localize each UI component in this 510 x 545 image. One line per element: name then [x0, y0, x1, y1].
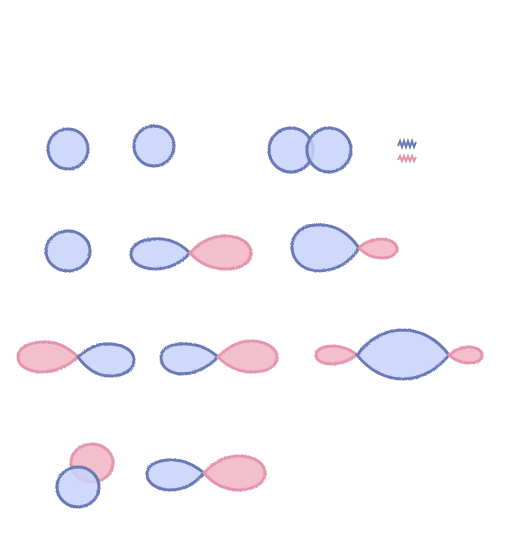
sigma-right-small-lobe	[446, 345, 484, 365]
sigma-central-lobe	[355, 328, 451, 381]
p-reversed-pink-lobe	[16, 340, 81, 374]
p-orbital-blue-lobe	[129, 237, 193, 271]
bonding-s-right	[305, 126, 353, 174]
p-orbital-blue-lobe-3	[145, 458, 207, 492]
phase-legend	[397, 137, 417, 164]
p-orbital-pink-lobe-3	[202, 454, 267, 492]
sigma-left-small-lobe	[314, 344, 360, 366]
p-orbital-pink-lobe	[187, 234, 253, 271]
row-3	[16, 328, 484, 381]
p-orbital-pink-lobe-2	[215, 339, 279, 374]
row-2	[44, 223, 399, 273]
legend-positive-scribble	[397, 137, 417, 151]
p-orbital-blue-lobe-2	[159, 342, 221, 376]
s-orbital-2	[132, 124, 176, 168]
p-reversed-blue-lobe	[75, 342, 136, 378]
s-orbital-1	[46, 127, 90, 171]
row-4	[55, 442, 267, 509]
stacked-blue-sphere	[55, 465, 101, 509]
s-orbital-3	[44, 229, 92, 273]
row-1	[46, 124, 353, 174]
legend-negative-scribble	[397, 153, 417, 164]
sp-hybrid-large-lobe	[290, 223, 361, 273]
sp-hybrid-small-lobe	[356, 237, 399, 260]
